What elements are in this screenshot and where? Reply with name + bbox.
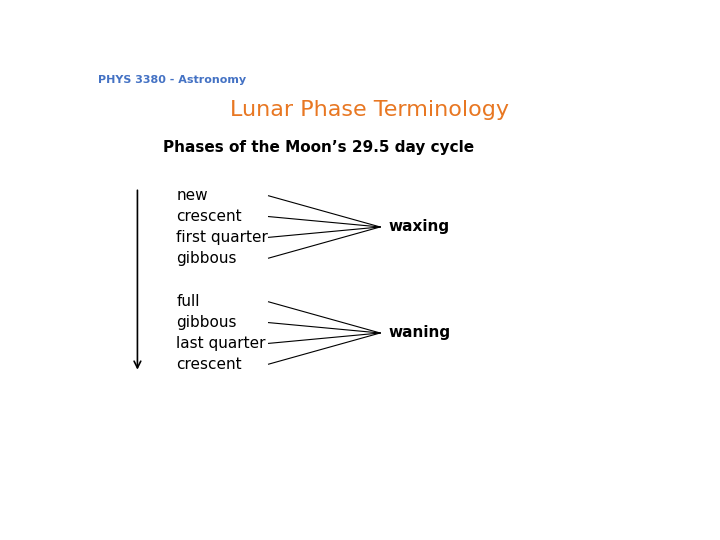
Text: last quarter: last quarter — [176, 336, 266, 351]
Text: crescent: crescent — [176, 357, 242, 372]
Text: full: full — [176, 294, 200, 309]
Text: crescent: crescent — [176, 209, 242, 224]
Text: waxing: waxing — [389, 219, 450, 234]
Text: gibbous: gibbous — [176, 251, 237, 266]
Text: first quarter: first quarter — [176, 230, 269, 245]
Text: waning: waning — [389, 326, 451, 341]
Text: gibbous: gibbous — [176, 315, 237, 330]
Text: Lunar Phase Terminology: Lunar Phase Terminology — [230, 100, 508, 120]
Text: PHYS 3380 - Astronomy: PHYS 3380 - Astronomy — [99, 75, 246, 85]
Text: new: new — [176, 188, 208, 203]
Text: Phases of the Moon’s 29.5 day cycle: Phases of the Moon’s 29.5 day cycle — [163, 140, 474, 154]
